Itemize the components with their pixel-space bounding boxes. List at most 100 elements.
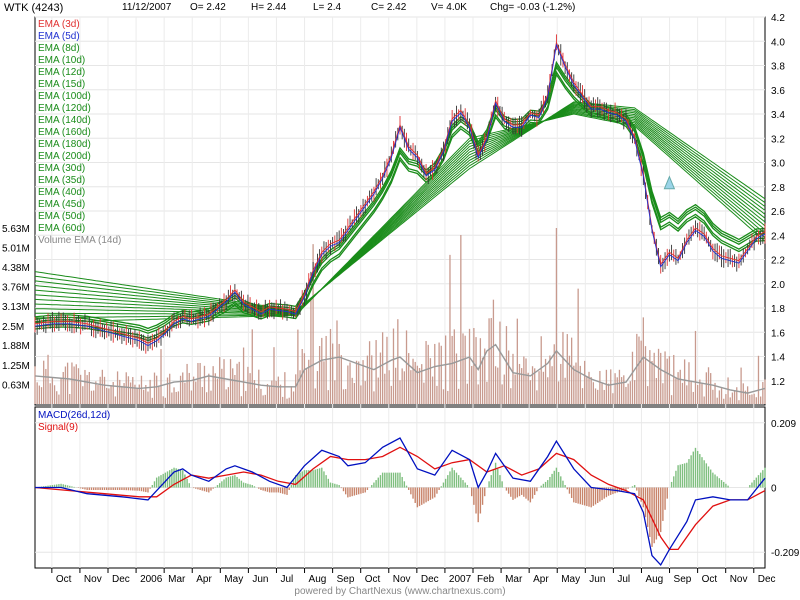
x-tick-label: Apr bbox=[196, 574, 212, 585]
x-tick-label: 2007 bbox=[449, 574, 472, 585]
x-tick-label: May bbox=[224, 574, 243, 585]
signal-line bbox=[34, 446, 766, 551]
legend-item: EMA (180d) bbox=[38, 139, 91, 150]
ema-line bbox=[34, 101, 766, 311]
price-tick-label: 2.2 bbox=[771, 256, 785, 267]
x-tick-label: Oct bbox=[702, 574, 718, 585]
macd-tick-label: 0 bbox=[771, 484, 777, 495]
hover-marker bbox=[663, 175, 676, 190]
price-tick-label: 3.8 bbox=[771, 62, 785, 73]
volume-tick-label: 5.01M bbox=[2, 243, 30, 254]
volume-tick-label: 1.25M bbox=[2, 361, 30, 372]
volume-tick-label: 4.38M bbox=[2, 263, 30, 274]
ema-line bbox=[35, 112, 766, 319]
price-tick-label: 3.4 bbox=[771, 110, 785, 121]
volume-tick-label: 5.63M bbox=[2, 224, 30, 235]
ema-line bbox=[34, 105, 766, 313]
ema-line bbox=[34, 104, 766, 313]
legend-item: EMA (8d) bbox=[38, 43, 80, 54]
quote-volume: V= 4.0K bbox=[431, 2, 467, 13]
legend-item: EMA (15d) bbox=[38, 79, 85, 90]
footer-credit: powered by ChartNexus (www.chartnexus.co… bbox=[294, 586, 506, 597]
legend-item: EMA (35d) bbox=[38, 175, 85, 186]
x-tick-label: May bbox=[561, 574, 580, 585]
legend-item: EMA (12d) bbox=[38, 67, 85, 78]
quote-date: 11/12/2007 bbox=[122, 2, 172, 13]
macd-tick-label: 0.209 bbox=[771, 419, 796, 430]
legend-item: EMA (45d) bbox=[38, 199, 85, 210]
ema-short-line bbox=[34, 60, 766, 330]
ema-line bbox=[34, 113, 766, 324]
price-tick-label: 1.6 bbox=[771, 328, 785, 339]
legend-volume-ema: Volume EMA (14d) bbox=[38, 235, 121, 246]
x-tick-label: Aug bbox=[309, 574, 327, 585]
x-tick-label: Apr bbox=[533, 574, 549, 585]
price-tick-label: 2.0 bbox=[771, 280, 785, 291]
volume-tick-label: 2.5M bbox=[2, 322, 24, 333]
x-tick-label: Mar bbox=[168, 574, 186, 585]
chart-header: WTK (4243) 11/12/2007 O= 2.42 H= 2.44 L=… bbox=[0, 0, 800, 17]
legend-item: EMA (200d) bbox=[38, 151, 91, 162]
legend-item: EMA (5d) bbox=[38, 31, 80, 42]
price-tick-label: 4.0 bbox=[771, 37, 785, 48]
macd-legend-item: MACD(26d,12d) bbox=[38, 410, 110, 421]
ema-3d-line bbox=[34, 40, 766, 344]
x-tick-label: Feb bbox=[477, 574, 495, 585]
x-tick-label: Nov bbox=[84, 574, 102, 585]
quote-close: C= 2.42 bbox=[371, 2, 407, 13]
x-tick-label: Aug bbox=[645, 574, 663, 585]
legend-item: EMA (50d) bbox=[38, 211, 85, 222]
ema-short-line bbox=[34, 63, 766, 332]
x-tick-label: 2006 bbox=[140, 574, 163, 585]
x-tick-label: Sep bbox=[337, 574, 355, 585]
x-tick-label: Dec bbox=[758, 574, 776, 585]
macd-tick-label: -0.209 bbox=[771, 548, 800, 559]
price-tick-label: 1.4 bbox=[771, 353, 785, 364]
x-tick-label: Dec bbox=[112, 574, 130, 585]
x-tick-label: Dec bbox=[421, 574, 439, 585]
price-tick-label: 3.2 bbox=[771, 134, 785, 145]
volume-tick-label: 3.13M bbox=[2, 302, 30, 313]
x-tick-label: Jul bbox=[617, 574, 630, 585]
price-tick-label: 2.6 bbox=[771, 207, 785, 218]
quote-change: Chg= -0.03 (-1.2%) bbox=[490, 2, 576, 13]
x-tick-label: Jun bbox=[252, 574, 268, 585]
ema-5d-line bbox=[34, 43, 766, 347]
price-tick-label: 2.4 bbox=[771, 231, 785, 242]
symbol-title: WTK (4243) bbox=[4, 2, 64, 14]
legend-item: EMA (140d) bbox=[38, 115, 91, 126]
ema-line bbox=[34, 109, 766, 315]
legend-item: EMA (3d) bbox=[38, 19, 80, 30]
legend-item: EMA (10d) bbox=[38, 55, 85, 66]
volume-ema-line bbox=[34, 343, 766, 394]
ema-short-line bbox=[34, 65, 766, 334]
quote-high: H= 2.44 bbox=[251, 2, 287, 13]
macd-line bbox=[35, 437, 766, 566]
price-tick-label: 1.8 bbox=[771, 304, 785, 315]
x-tick-label: Jul bbox=[280, 574, 293, 585]
ema-line bbox=[35, 111, 766, 315]
volume-tick-label: 3.76M bbox=[2, 282, 30, 293]
ema-line bbox=[34, 107, 766, 314]
ema-line bbox=[34, 102, 766, 312]
quote-low: L= 2.4 bbox=[313, 2, 342, 13]
price-tick-label: 3.0 bbox=[771, 159, 785, 170]
x-tick-label: Oct bbox=[56, 574, 72, 585]
volume-tick-label: 0.63M bbox=[2, 380, 30, 391]
ema-line bbox=[34, 103, 766, 312]
price-tick-label: 4.2 bbox=[771, 13, 785, 24]
ema-line bbox=[35, 110, 766, 315]
x-tick-label: Jun bbox=[589, 574, 605, 585]
legend-item: EMA (30d) bbox=[38, 163, 85, 174]
price-tick-label: 2.8 bbox=[771, 183, 785, 194]
x-tick-label: Nov bbox=[730, 574, 748, 585]
volume-tick-label: 1.88M bbox=[2, 341, 30, 352]
price-tick-label: 1.2 bbox=[771, 377, 785, 388]
legend-item: EMA (120d) bbox=[38, 103, 91, 114]
ema-line bbox=[34, 106, 766, 314]
legend-item: EMA (100d) bbox=[38, 91, 91, 102]
quote-open: O= 2.42 bbox=[190, 2, 226, 13]
x-tick-label: Nov bbox=[393, 574, 411, 585]
legend-item: EMA (60d) bbox=[38, 223, 85, 234]
